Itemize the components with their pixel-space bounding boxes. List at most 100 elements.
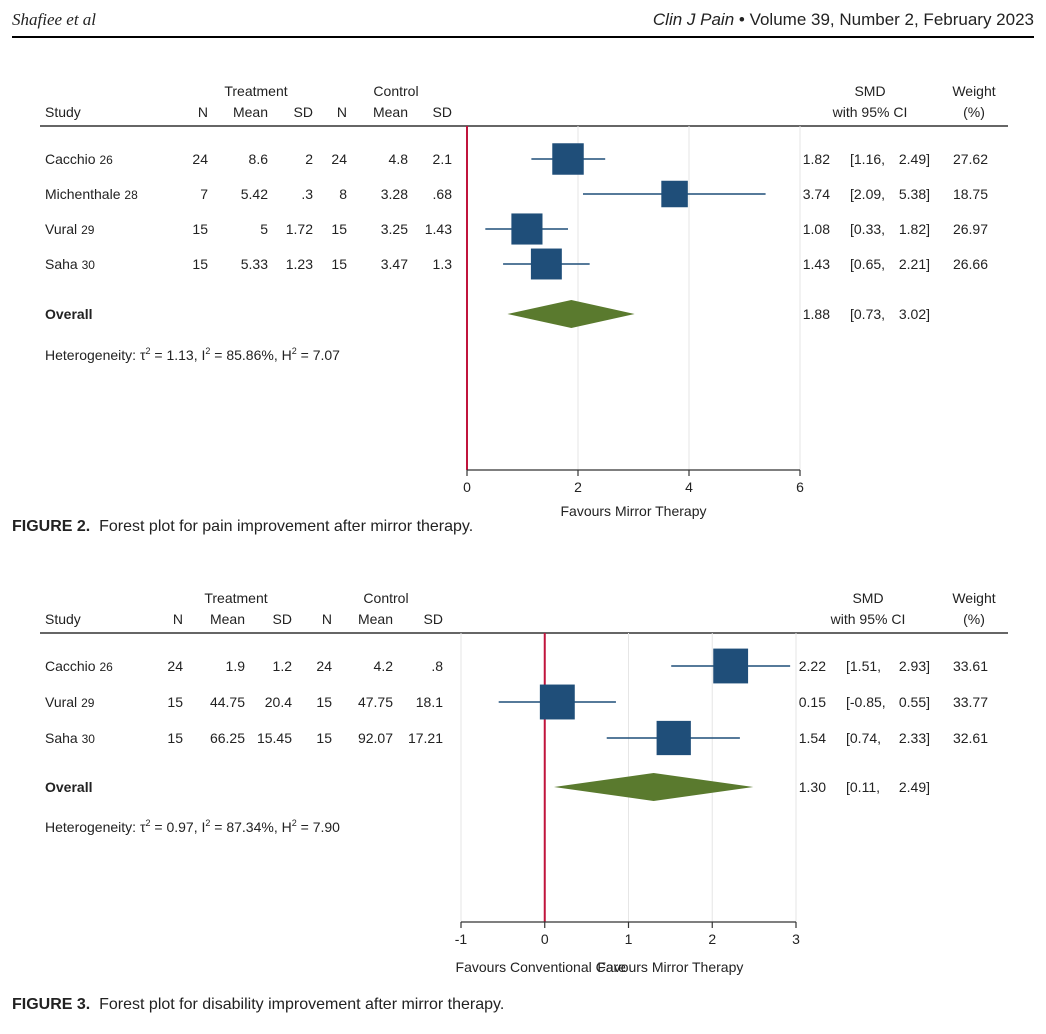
control-sd: 1.3 <box>433 256 453 272</box>
superscript: 2 <box>205 346 210 356</box>
effect-box <box>713 648 749 684</box>
ci-upper: 2.49] <box>899 151 930 167</box>
control-n: 15 <box>316 730 332 746</box>
treatment-mean: 5 <box>260 221 268 237</box>
header-weight-pct: (%) <box>963 611 985 627</box>
control-n: 24 <box>316 658 332 674</box>
study-name: Cacchio 26 <box>45 151 113 167</box>
overall-label: Overall <box>45 306 92 322</box>
treatment-n: 7 <box>200 186 208 202</box>
control-sd: .8 <box>431 658 443 674</box>
study-name: Vural 29 <box>45 694 95 710</box>
overall-label: Overall <box>45 779 92 795</box>
heterogeneity-text: = 7.07 <box>297 347 340 363</box>
header-treatment: Treatment <box>224 83 287 99</box>
header-treatment-n: N <box>198 104 208 120</box>
header-control-mean: Mean <box>373 104 408 120</box>
x-tick-label: 1 <box>625 931 633 947</box>
study-name-text: Saha <box>45 256 82 272</box>
control-n: 15 <box>316 694 332 710</box>
x-axis-label: Favours Mirror Therapy <box>597 959 743 975</box>
study-ref: 30 <box>82 258 96 272</box>
treatment-mean: 5.42 <box>241 186 268 202</box>
treatment-n: 24 <box>192 151 208 167</box>
treatment-sd: 20.4 <box>265 694 292 710</box>
treatment-n: 15 <box>167 730 183 746</box>
figure-2-caption: FIGURE 2. Forest plot for pain improveme… <box>12 518 473 536</box>
x-axis-label-left: Favours Conventional Care <box>456 959 627 975</box>
study-ref: 30 <box>82 732 96 746</box>
header-control-sd: SD <box>433 104 452 120</box>
header-weight: Weight <box>952 590 995 606</box>
treatment-n: 15 <box>167 694 183 710</box>
weight-value: 33.77 <box>953 694 988 710</box>
treatment-mean: 8.6 <box>249 151 269 167</box>
effect-box <box>530 248 562 280</box>
running-head-authors: Shafiee et al <box>12 10 97 29</box>
figure-2-caption-text: Forest plot for pain improvement after m… <box>99 518 474 535</box>
x-tick-label: 6 <box>796 479 804 495</box>
heterogeneity-stats: Heterogeneity: τ2 = 1.13, I2 = 85.86%, H… <box>45 346 340 363</box>
x-tick-label: 2 <box>574 479 582 495</box>
control-mean: 4.8 <box>389 151 409 167</box>
control-sd: 1.43 <box>425 221 452 237</box>
weight-value: 26.97 <box>953 221 988 237</box>
control-mean: 3.25 <box>381 221 408 237</box>
overall-diamond <box>507 300 635 328</box>
treatment-mean: 1.9 <box>226 658 246 674</box>
overall-ci-lower: [0.11, <box>846 779 880 795</box>
treatment-sd: 15.45 <box>257 730 292 746</box>
ci-lower: [0.74, <box>846 730 881 746</box>
control-sd: .68 <box>433 186 453 202</box>
treatment-sd: 1.23 <box>286 256 313 272</box>
ci-upper: 2.21] <box>899 256 930 272</box>
header-ci: with 95% CI <box>832 104 908 120</box>
treatment-sd: 1.72 <box>286 221 313 237</box>
superscript: 2 <box>145 818 150 828</box>
x-tick-label: 0 <box>463 479 471 495</box>
smd-value: 1.82 <box>803 151 830 167</box>
ci-upper: 0.55] <box>899 694 930 710</box>
study-name-text: Michenthale <box>45 186 124 202</box>
control-n: 15 <box>331 221 347 237</box>
header-control: Control <box>363 590 408 606</box>
header-control-n: N <box>322 611 332 627</box>
forest-plot-figure-3: Treatment Control SMD Weight Study N Mean SD N Me… <box>40 590 1008 975</box>
ci-upper: 2.33] <box>899 730 930 746</box>
control-mean: 47.75 <box>358 694 393 710</box>
figure-3-caption-text: Forest plot for disability improvement a… <box>99 996 505 1013</box>
study-ref: 28 <box>124 188 138 202</box>
study-name: Michenthale 28 <box>45 186 138 202</box>
x-axis-label: Favours Mirror Therapy <box>560 503 706 519</box>
weight-value: 32.61 <box>953 730 988 746</box>
study-name: Vural 29 <box>45 221 95 237</box>
control-mean: 4.2 <box>374 658 394 674</box>
treatment-mean: 5.33 <box>241 256 268 272</box>
effect-box <box>656 720 691 756</box>
control-mean: 92.07 <box>358 730 393 746</box>
x-tick-label: 3 <box>792 931 800 947</box>
heterogeneity-text: = 87.34%, H <box>210 819 291 835</box>
control-sd: 2.1 <box>433 151 453 167</box>
study-ref: 26 <box>99 660 113 674</box>
header-treatment-mean: Mean <box>233 104 268 120</box>
ci-lower: [1.16, <box>850 151 885 167</box>
ci-lower: [-0.85, <box>846 694 886 710</box>
figure-2-label: FIGURE 2. <box>12 518 91 535</box>
study-name-text: Cacchio <box>45 151 99 167</box>
ci-lower: [0.65, <box>850 256 885 272</box>
treatment-sd: 1.2 <box>273 658 293 674</box>
effect-box <box>539 684 575 720</box>
superscript: 2 <box>292 346 297 356</box>
header-treatment: Treatment <box>204 590 267 606</box>
study-name: Saha 30 <box>45 730 95 746</box>
treatment-sd: .3 <box>301 186 313 202</box>
header-control-sd: SD <box>424 611 443 627</box>
treatment-n: 24 <box>167 658 183 674</box>
effect-box <box>661 180 688 208</box>
study-ref: 26 <box>99 153 113 167</box>
x-tick-label: 0 <box>541 931 549 947</box>
heterogeneity-stats: Heterogeneity: τ2 = 0.97, I2 = 87.34%, H… <box>45 818 340 835</box>
control-n: 24 <box>331 151 347 167</box>
header-control-n: N <box>337 104 347 120</box>
